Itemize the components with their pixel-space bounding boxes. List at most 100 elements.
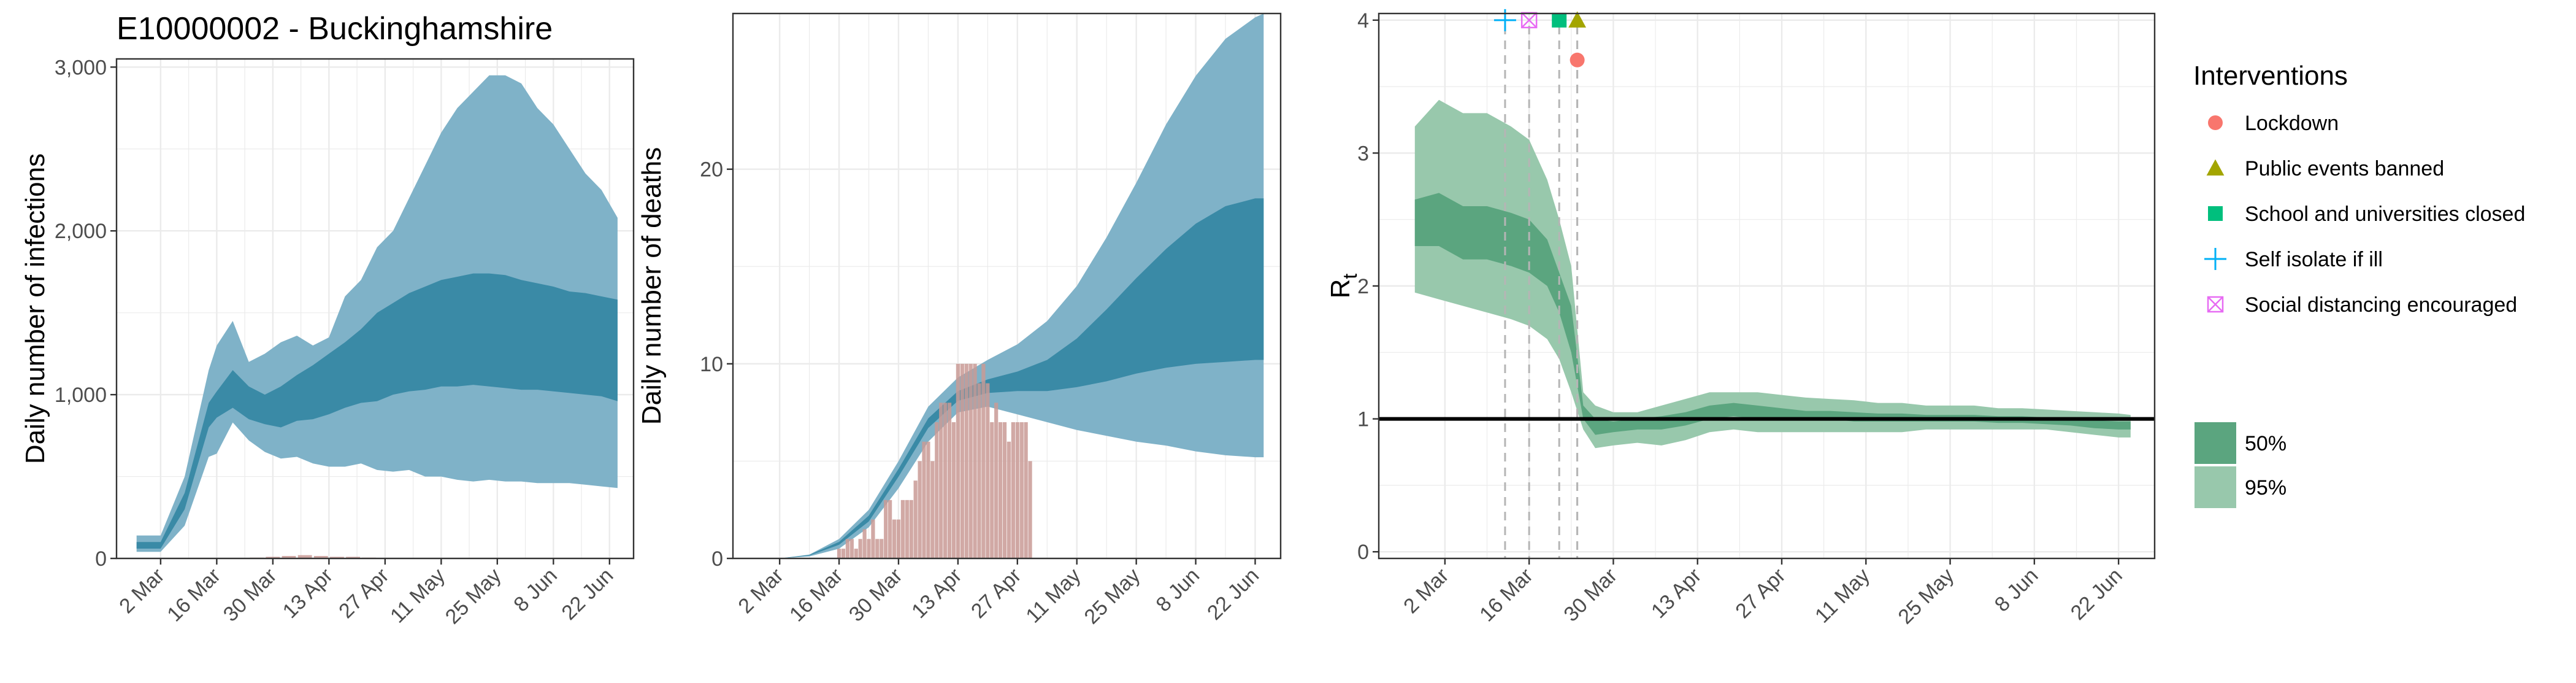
observed-bar — [845, 539, 850, 558]
x-tick-label: 25 May — [1894, 564, 1959, 629]
observed-bar — [964, 363, 968, 558]
observed-bar — [837, 549, 841, 558]
observed-bar — [994, 403, 999, 558]
legend-item: School and universities closed — [2208, 203, 2525, 226]
x-tick-label: 27 Apr — [1731, 564, 1790, 623]
x-tick-label: 30 Mar — [845, 564, 907, 627]
y-axis-label: Daily number of infections — [20, 153, 50, 464]
legend-ci-label: 95% — [2245, 476, 2287, 500]
intervention-marker-square — [1552, 12, 1567, 28]
observed-bar — [880, 539, 884, 558]
legend-title: Interventions — [2193, 61, 2348, 91]
y-tick-label: 20 — [700, 158, 723, 182]
y-tick-label: 1,000 — [55, 384, 107, 407]
x-tick-label: 13 Apr — [278, 564, 337, 623]
observed-bar — [313, 555, 328, 558]
legend-ci-key — [2195, 466, 2236, 508]
observed-bar — [935, 422, 939, 558]
observed-bar — [346, 557, 360, 558]
legend-item: Lockdown — [2208, 112, 2339, 135]
observed-bar — [913, 480, 918, 558]
x-tick-label: 2 Mar — [1399, 564, 1453, 618]
legend-label: Self isolate if ill — [2245, 248, 2383, 271]
x-tick-label: 30 Mar — [219, 564, 282, 627]
legend-key-plus — [2204, 248, 2226, 270]
observed-bar — [1002, 422, 1007, 558]
x-tick-label: 2 Mar — [734, 564, 788, 618]
legend-key-triangle — [2206, 159, 2225, 176]
legend-item: Self isolate if ill — [2204, 248, 2383, 271]
legend-ci-item: 50% — [2195, 422, 2287, 464]
x-tick-label: 25 May — [441, 564, 506, 629]
x-tick-label: 13 Apr — [1647, 564, 1706, 623]
x-tick-label: 13 Apr — [907, 564, 966, 623]
observed-bar — [841, 549, 846, 558]
plot-border — [115, 58, 635, 560]
observed-bar — [947, 403, 952, 558]
band-95pct — [780, 14, 1264, 558]
observed-bar — [956, 363, 960, 558]
x-tick-label: 16 Mar — [785, 564, 848, 627]
observed-bar — [909, 500, 913, 558]
observed-bar — [990, 422, 994, 558]
observed-bar — [867, 539, 871, 558]
x-tick-label: 27 Apr — [967, 564, 1025, 623]
legend-key-boxx — [2207, 296, 2224, 313]
y-axis-label-subscript: t — [1339, 274, 1361, 279]
y-tick-label: 4 — [1357, 9, 1369, 33]
observed-bar — [896, 519, 901, 558]
observed-bar — [968, 363, 973, 558]
legend-label: Social distancing encouraged — [2245, 293, 2517, 317]
y-axis-label: Daily number of deaths — [637, 147, 667, 425]
observed-bar — [905, 500, 909, 558]
y-tick-label: 3 — [1357, 142, 1369, 165]
x-tick-label: 11 May — [1021, 564, 1085, 628]
x-tick-label: 30 Mar — [1559, 564, 1622, 627]
legend-label: Public events banned — [2245, 157, 2444, 180]
chart-panel-3: 0 1 2 3 4 2 Mar 16 Mar 30 Mar 13 Apr 27 Apr 11 May… — [1325, 9, 2156, 629]
x-tick-label: 8 Jun — [1152, 564, 1205, 617]
observed-bar — [875, 539, 880, 558]
observed-bar — [849, 539, 854, 558]
observed-bar — [892, 519, 897, 558]
x-tick-label: 11 May — [1811, 564, 1874, 628]
observed-bar — [871, 519, 875, 558]
intervention-marker-triangle — [1568, 11, 1587, 28]
band-50pct — [780, 198, 1264, 558]
observed-bar — [282, 555, 296, 558]
observed-bar — [854, 549, 858, 558]
x-tick-label: 22 Jun — [557, 564, 618, 625]
legend-ci-item: 95% — [2195, 466, 2287, 508]
observed-bar — [943, 403, 948, 558]
observed-bar — [297, 555, 312, 558]
observed-bar — [266, 557, 280, 558]
observed-bar — [329, 557, 344, 558]
observed-bar — [884, 500, 888, 558]
y-tick-label: 2 — [1357, 275, 1369, 298]
legend-ci-label: 50% — [2245, 432, 2287, 455]
y-axis-label: Rt — [1325, 274, 1361, 299]
observed-bar — [1011, 422, 1015, 558]
observed-bar — [986, 383, 990, 558]
plot-border — [732, 12, 1282, 560]
x-tick-label: 25 May — [1080, 564, 1145, 629]
x-tick-label: 22 Jun — [2066, 564, 2127, 625]
legend-item: Public events banned — [2206, 157, 2444, 180]
observed-bar — [973, 363, 977, 558]
y-tick-label: 1 — [1357, 408, 1369, 431]
observed-bar — [926, 441, 930, 558]
observed-bar — [858, 539, 862, 558]
intervention-marker-circle — [1570, 52, 1585, 68]
legend: Interventions Lockdown Public events banne… — [2193, 61, 2525, 508]
observed-bar — [930, 461, 935, 558]
y-tick-label: 2,000 — [55, 220, 107, 243]
observed-bar — [1006, 441, 1011, 558]
observed-bar — [862, 529, 867, 558]
observed-bar — [977, 383, 981, 558]
observed-bar — [1028, 461, 1032, 558]
observed-bar — [960, 363, 964, 558]
x-tick-label: 8 Jun — [1990, 564, 2043, 617]
observed-bar — [999, 422, 1003, 558]
observed-bar — [939, 403, 943, 558]
